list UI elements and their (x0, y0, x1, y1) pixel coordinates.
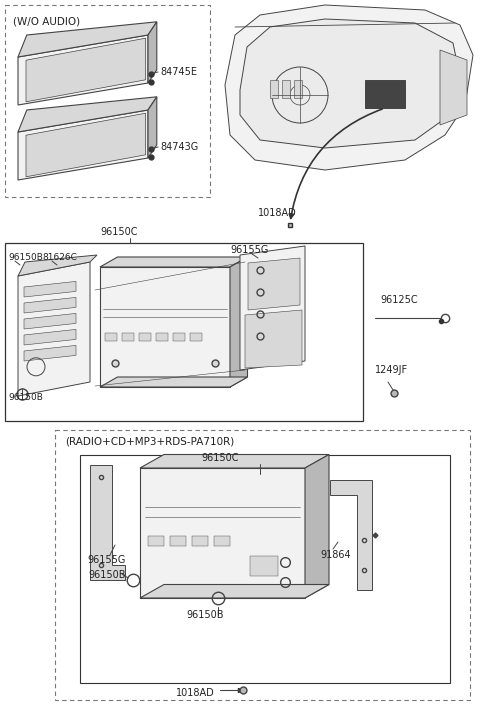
Text: (W/O AUDIO): (W/O AUDIO) (13, 16, 80, 26)
Text: 96150B: 96150B (8, 393, 43, 402)
Text: 96150C: 96150C (100, 227, 137, 237)
Polygon shape (24, 282, 76, 297)
Polygon shape (24, 329, 76, 345)
Bar (282, 80, 290, 98)
Text: 91864: 91864 (320, 550, 350, 560)
Text: 96155G: 96155G (87, 555, 125, 565)
Polygon shape (140, 584, 329, 598)
Bar (139, 333, 151, 341)
Polygon shape (330, 480, 372, 590)
Bar (173, 333, 185, 341)
Polygon shape (148, 97, 157, 158)
Text: 96150B: 96150B (186, 610, 224, 620)
Polygon shape (18, 255, 97, 276)
Polygon shape (100, 377, 248, 387)
Polygon shape (240, 19, 460, 148)
Bar (148, 535, 164, 545)
Text: 1018AD: 1018AD (176, 688, 215, 698)
Polygon shape (18, 97, 157, 132)
Polygon shape (230, 257, 248, 387)
Polygon shape (18, 110, 148, 180)
Text: 1249JF: 1249JF (375, 365, 408, 375)
Text: 96125C: 96125C (380, 295, 418, 305)
Text: 81626C: 81626C (42, 252, 77, 262)
Bar (156, 333, 168, 341)
Bar (214, 535, 230, 545)
Polygon shape (24, 314, 76, 329)
Polygon shape (24, 297, 76, 313)
Polygon shape (248, 258, 300, 310)
Polygon shape (18, 22, 157, 57)
Text: 84745E: 84745E (160, 67, 197, 77)
Polygon shape (100, 267, 230, 387)
Polygon shape (90, 465, 125, 580)
Polygon shape (26, 113, 145, 177)
Bar (190, 333, 202, 341)
Text: (RADIO+CD+MP3+RDS-PA710R): (RADIO+CD+MP3+RDS-PA710R) (65, 437, 234, 447)
Bar (250, 557, 278, 577)
Polygon shape (305, 454, 329, 598)
Text: 1018AD: 1018AD (258, 208, 297, 218)
Polygon shape (225, 5, 473, 170)
Text: 96150C: 96150C (201, 453, 239, 463)
Text: 84743G: 84743G (160, 142, 198, 152)
Text: 96155G: 96155G (230, 245, 268, 255)
Polygon shape (240, 246, 305, 370)
Bar (294, 80, 302, 98)
Polygon shape (245, 310, 302, 368)
Polygon shape (148, 22, 157, 83)
Polygon shape (26, 38, 145, 102)
Polygon shape (140, 454, 329, 468)
Polygon shape (100, 257, 248, 267)
Bar (5, 5, 210, 197)
Text: 96150B: 96150B (8, 252, 43, 262)
Bar (55, 430, 470, 700)
Bar (365, 80, 405, 108)
Bar (5, 243, 363, 421)
Polygon shape (140, 468, 305, 598)
Bar (122, 333, 134, 341)
Bar (105, 333, 117, 341)
Bar (80, 455, 450, 683)
Bar (170, 535, 186, 545)
Polygon shape (18, 262, 90, 396)
Text: 96150B: 96150B (88, 570, 125, 580)
Polygon shape (18, 35, 148, 105)
Polygon shape (440, 50, 467, 125)
Polygon shape (24, 346, 76, 361)
Bar (270, 80, 278, 98)
Bar (192, 535, 208, 545)
